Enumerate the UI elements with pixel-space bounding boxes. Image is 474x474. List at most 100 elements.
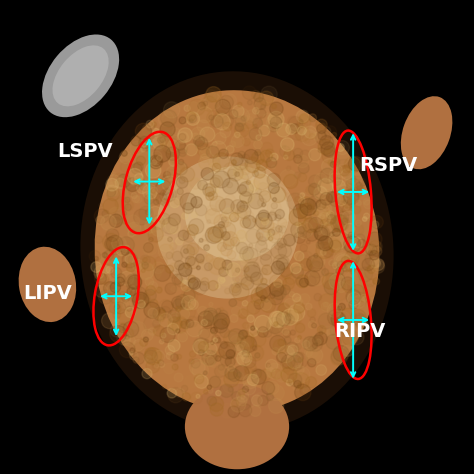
Circle shape xyxy=(324,280,339,294)
Circle shape xyxy=(304,271,320,286)
Circle shape xyxy=(284,150,295,161)
Circle shape xyxy=(280,170,296,186)
Circle shape xyxy=(246,131,257,142)
Circle shape xyxy=(235,116,246,127)
Circle shape xyxy=(151,189,155,193)
Circle shape xyxy=(172,317,188,333)
Circle shape xyxy=(267,173,281,186)
Circle shape xyxy=(230,141,236,147)
Circle shape xyxy=(188,275,195,283)
Circle shape xyxy=(124,328,134,338)
Circle shape xyxy=(294,381,301,388)
Circle shape xyxy=(243,216,256,228)
Circle shape xyxy=(294,172,301,178)
Circle shape xyxy=(314,211,319,216)
Circle shape xyxy=(223,231,237,246)
Circle shape xyxy=(210,175,223,188)
Circle shape xyxy=(274,290,284,299)
Circle shape xyxy=(356,319,368,331)
Circle shape xyxy=(142,257,147,262)
Circle shape xyxy=(267,227,283,243)
Circle shape xyxy=(248,193,264,209)
Circle shape xyxy=(330,327,339,336)
Circle shape xyxy=(319,331,323,335)
Circle shape xyxy=(306,337,312,343)
Circle shape xyxy=(311,323,317,328)
Circle shape xyxy=(254,300,264,309)
Circle shape xyxy=(199,350,204,356)
Circle shape xyxy=(344,236,361,253)
Circle shape xyxy=(301,193,311,202)
Circle shape xyxy=(173,299,184,310)
Circle shape xyxy=(285,274,296,284)
Circle shape xyxy=(254,92,264,102)
Circle shape xyxy=(181,280,192,292)
Circle shape xyxy=(283,234,295,246)
Circle shape xyxy=(274,241,283,250)
Circle shape xyxy=(342,205,353,216)
Circle shape xyxy=(183,230,195,242)
Circle shape xyxy=(154,145,171,162)
Circle shape xyxy=(106,229,119,242)
Circle shape xyxy=(220,328,230,337)
Circle shape xyxy=(240,246,254,260)
Circle shape xyxy=(240,163,247,171)
Circle shape xyxy=(113,173,126,186)
Circle shape xyxy=(178,263,192,276)
Circle shape xyxy=(255,188,262,194)
Circle shape xyxy=(167,276,183,292)
Circle shape xyxy=(207,228,213,234)
Circle shape xyxy=(190,247,197,255)
Circle shape xyxy=(125,255,134,264)
Circle shape xyxy=(214,365,227,377)
Circle shape xyxy=(337,261,346,269)
Circle shape xyxy=(352,337,357,342)
Circle shape xyxy=(217,349,225,357)
Circle shape xyxy=(262,203,265,207)
Circle shape xyxy=(333,215,349,231)
Circle shape xyxy=(345,250,359,265)
Circle shape xyxy=(200,260,204,264)
Circle shape xyxy=(278,244,292,257)
Circle shape xyxy=(346,174,356,184)
Circle shape xyxy=(270,210,275,215)
Circle shape xyxy=(268,182,279,193)
Circle shape xyxy=(288,373,302,386)
Circle shape xyxy=(329,232,334,237)
Circle shape xyxy=(175,237,183,245)
Circle shape xyxy=(188,278,199,289)
Circle shape xyxy=(219,199,234,214)
Circle shape xyxy=(220,355,231,366)
Circle shape xyxy=(300,199,317,215)
Circle shape xyxy=(251,369,266,384)
Circle shape xyxy=(343,280,356,293)
Circle shape xyxy=(215,100,230,116)
Circle shape xyxy=(185,269,191,275)
Circle shape xyxy=(115,178,125,189)
Circle shape xyxy=(135,147,148,161)
Circle shape xyxy=(249,244,253,247)
Circle shape xyxy=(303,337,317,351)
Circle shape xyxy=(300,293,310,304)
Circle shape xyxy=(168,214,181,226)
Circle shape xyxy=(191,127,205,140)
Circle shape xyxy=(176,329,180,333)
Circle shape xyxy=(256,240,267,250)
Circle shape xyxy=(104,250,114,260)
Circle shape xyxy=(309,217,323,232)
Circle shape xyxy=(286,379,293,386)
Circle shape xyxy=(198,100,209,110)
Circle shape xyxy=(213,313,229,329)
Circle shape xyxy=(213,153,230,170)
Circle shape xyxy=(290,263,301,273)
Circle shape xyxy=(222,115,234,127)
Circle shape xyxy=(279,321,291,333)
Circle shape xyxy=(213,93,219,100)
Circle shape xyxy=(201,319,208,326)
Circle shape xyxy=(123,321,139,337)
Circle shape xyxy=(250,405,261,417)
Circle shape xyxy=(189,255,193,259)
Circle shape xyxy=(279,263,292,277)
Circle shape xyxy=(266,233,273,240)
Circle shape xyxy=(228,387,234,392)
